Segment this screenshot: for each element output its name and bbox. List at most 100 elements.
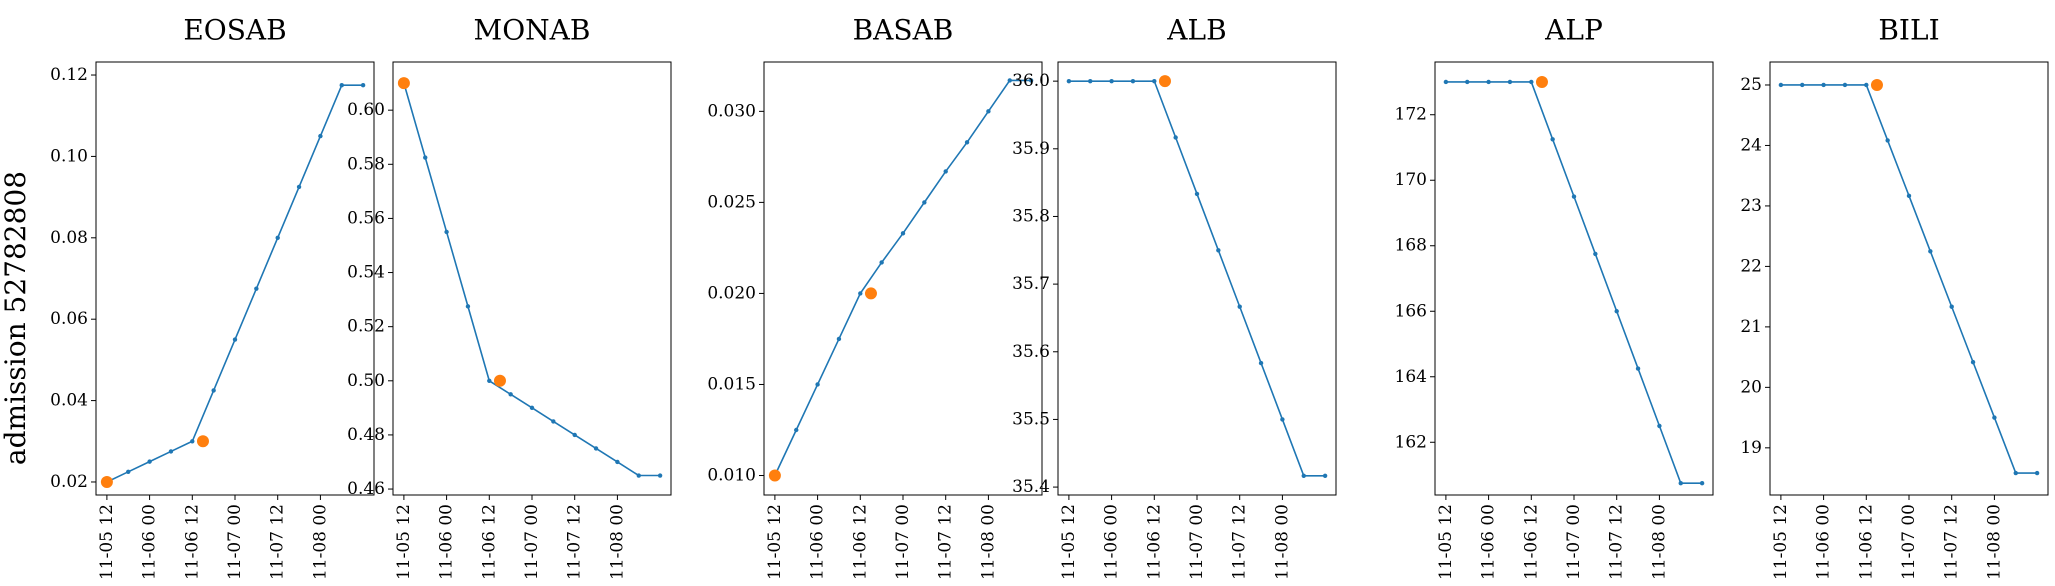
y-tick-label: 162 (1395, 432, 1427, 452)
x-tick-label: 11-06 12 (1521, 504, 1541, 580)
y-tick-label: 0.010 (707, 466, 756, 486)
y-tick-label: 0.025 (707, 192, 756, 212)
series-point (1906, 193, 1912, 199)
series-point (922, 200, 927, 205)
panel-title: BILI (1878, 14, 1939, 47)
y-tick-label: 24 (1740, 135, 1762, 155)
y-tick-label: 0.12 (50, 65, 88, 85)
series-point (1465, 79, 1470, 85)
plot-frame (1769, 61, 2049, 496)
series-point (2013, 470, 2018, 476)
x-tick-label: 11-06 12 (182, 504, 202, 580)
y-tick-label: 172 (1395, 105, 1427, 125)
series-point (1280, 417, 1285, 422)
y-tick-label: 170 (1395, 170, 1427, 190)
y-tick-label: 0.020 (707, 283, 756, 303)
series-point (444, 229, 449, 235)
y-tick-label: 164 (1395, 367, 1427, 387)
y-tick-label: 0.10 (50, 146, 88, 166)
series-point (318, 133, 323, 139)
x-tick-label: 11-06 00 (808, 504, 828, 580)
series-point (1970, 359, 1976, 365)
series-point (1635, 366, 1641, 371)
series-point (551, 419, 556, 424)
series-point (1593, 251, 1598, 257)
y-tick-label: 0.08 (50, 228, 88, 248)
series-line (403, 82, 661, 477)
plot-frame (95, 61, 375, 496)
plot-frame (1057, 61, 1337, 496)
series-point (657, 473, 663, 478)
y-tick-label: 0.56 (347, 208, 385, 228)
series-point (1507, 79, 1513, 85)
series-point (1992, 415, 1997, 420)
x-tick-label: 11-07 12 (565, 504, 585, 580)
series-point (1529, 79, 1534, 85)
highlight-point (397, 77, 410, 90)
x-tick-label: 11-07 12 (1230, 504, 1250, 580)
series-point (126, 469, 131, 475)
series-point (1949, 304, 1954, 309)
y-tick-label: 0.06 (50, 309, 88, 329)
y-tick-label: 0.04 (50, 391, 88, 411)
series-point (1194, 191, 1200, 197)
y-tick-label: 35.4 (1012, 477, 1050, 497)
x-tick-label: 11-06 00 (1479, 504, 1499, 580)
series-point (615, 459, 620, 465)
series-point (296, 184, 302, 190)
series-point (794, 427, 799, 433)
x-tick-label: 11-07 00 (225, 504, 245, 580)
x-tick-label: 11-08 00 (1272, 504, 1292, 580)
series-point (1007, 78, 1012, 83)
plot-frame (1434, 61, 1714, 496)
series-point (1678, 481, 1683, 486)
series-line (1445, 81, 1703, 485)
series-point (1885, 138, 1890, 143)
x-tick-label: 11-07 00 (1899, 504, 1919, 580)
x-tick-label: 11-05 12 (1436, 504, 1456, 580)
x-tick-label: 11-05 12 (1059, 504, 1079, 580)
y-tick-label: 35.9 (1012, 139, 1050, 159)
series-point (1066, 78, 1072, 84)
y-tick-label: 35.6 (1012, 342, 1050, 362)
highlight-point (1870, 78, 1883, 91)
y-tick-label: 0.52 (347, 317, 385, 337)
plot-frame (763, 61, 1043, 496)
panel-title: BASAB (853, 14, 954, 47)
series-point (636, 473, 641, 478)
x-tick-label: 11-06 00 (437, 504, 457, 580)
highlight-point (1158, 75, 1171, 88)
highlight-point (864, 287, 877, 300)
x-tick-label: 11-06 12 (850, 504, 870, 580)
series-point (943, 169, 948, 174)
highlight-point (1535, 75, 1548, 88)
x-tick-label: 11-06 12 (1144, 504, 1164, 580)
y-tick-label: 0.50 (347, 371, 385, 391)
series-point (572, 432, 577, 438)
series-point (508, 392, 513, 397)
series-point (168, 449, 174, 454)
y-tick-label: 166 (1395, 301, 1427, 321)
highlight-point (100, 475, 113, 488)
y-tick-label: 23 (1740, 196, 1762, 216)
x-tick-label: 11-05 12 (394, 504, 414, 580)
panel-alb: ALB 35.4 35.5 35.6 35.7 35.8 35.9 36.0 11-05 12 1… (1012, 14, 1337, 580)
panel-bili: BILI 19 20 21 22 23 24 25 11-05 12 11-06 00 11-06 … (1740, 14, 2049, 580)
series-point (1614, 309, 1619, 314)
x-tick-label: 11-05 12 (765, 504, 785, 580)
series-point (1486, 79, 1491, 85)
panel-eosab: EOSAB 0.02 0.04 0.06 0.08 0.10 0.12 11-05 12 11-… (50, 14, 375, 580)
series-point (147, 459, 152, 464)
series-point (986, 109, 991, 114)
series-point (1130, 78, 1136, 84)
highlight-point (196, 435, 209, 448)
series-point (1571, 194, 1577, 199)
x-tick-label: 11-06 00 (1814, 504, 1834, 580)
highlight-point (493, 374, 506, 387)
series-point (1928, 249, 1933, 254)
series-line (774, 79, 1032, 476)
series-point (1152, 78, 1157, 84)
y-tick-label: 36.0 (1012, 71, 1050, 91)
series-point (487, 378, 492, 383)
